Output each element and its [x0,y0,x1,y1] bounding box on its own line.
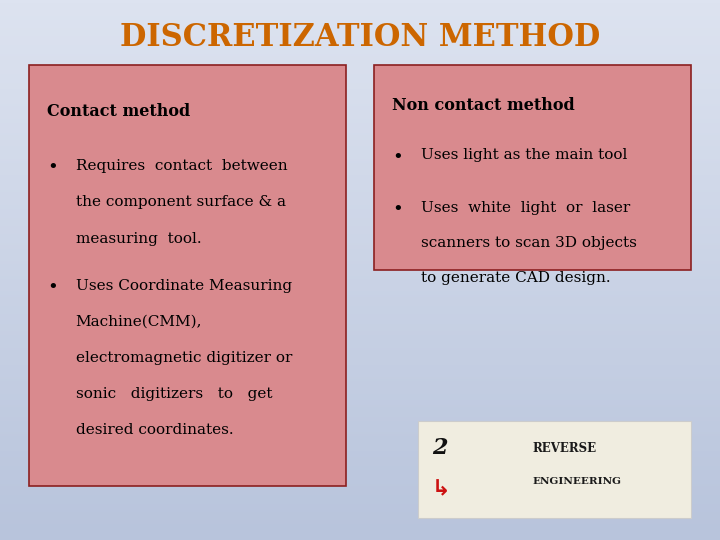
Text: 2: 2 [432,437,448,460]
Text: •: • [47,279,58,296]
Text: desired coordinates.: desired coordinates. [76,423,233,437]
Text: Uses Coordinate Measuring: Uses Coordinate Measuring [76,279,292,293]
Text: ENGINEERING: ENGINEERING [533,477,621,486]
FancyBboxPatch shape [418,421,691,518]
Text: REVERSE: REVERSE [533,442,597,455]
Text: Contact method: Contact method [47,103,190,119]
Text: electromagnetic digitizer or: electromagnetic digitizer or [76,351,292,365]
Text: measuring  tool.: measuring tool. [76,232,201,246]
Text: Uses light as the main tool: Uses light as the main tool [421,148,628,163]
FancyBboxPatch shape [374,65,691,270]
Text: scanners to scan 3D objects: scanners to scan 3D objects [421,237,637,250]
Text: to generate CAD design.: to generate CAD design. [421,271,611,285]
Text: Machine(CMM),: Machine(CMM), [76,315,202,329]
Text: sonic   digitizers   to   get: sonic digitizers to get [76,387,272,401]
Text: ↳: ↳ [432,479,451,500]
Text: •: • [392,148,403,166]
Text: the component surface & a: the component surface & a [76,195,286,210]
FancyBboxPatch shape [29,65,346,486]
Text: Uses  white  light  or  laser: Uses white light or laser [421,201,631,215]
Text: Requires  contact  between: Requires contact between [76,159,287,173]
Text: •: • [47,159,58,177]
Text: Non contact method: Non contact method [392,97,575,114]
Text: •: • [392,201,403,219]
Text: DISCRETIZATION METHOD: DISCRETIZATION METHOD [120,22,600,53]
